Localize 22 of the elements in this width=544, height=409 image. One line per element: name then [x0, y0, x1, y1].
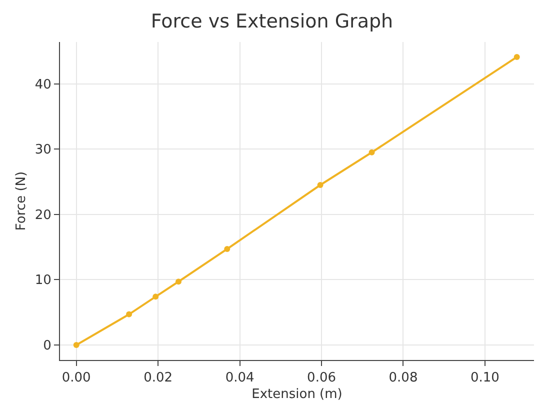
- point: [126, 311, 132, 318]
- point: [224, 246, 230, 252]
- y-tick-label: 10: [34, 273, 52, 288]
- point: [368, 149, 375, 156]
- x-tick-label: 0.06: [307, 370, 336, 386]
- point: [176, 278, 182, 285]
- y-tick-label: 20: [34, 208, 52, 223]
- y-axis-title: Force (N): [14, 171, 29, 231]
- x-tick-label: 0.02: [144, 370, 173, 386]
- point: [317, 182, 324, 188]
- x-tick-label: 0.00: [62, 370, 91, 386]
- y-tick-label: 30: [34, 142, 52, 158]
- x-axis-title: Extension (m): [252, 387, 342, 402]
- point: [152, 294, 159, 300]
- x-tick-label: 0.04: [225, 370, 254, 386]
- chart-title: Force vs Extension Graph: [150, 10, 394, 33]
- x-tick-label: 0.10: [470, 370, 500, 386]
- point: [514, 54, 520, 60]
- y-tick-label: 0: [43, 338, 52, 354]
- point: [73, 342, 80, 348]
- x-tick-label: 0.08: [388, 370, 418, 386]
- y-tick-label: 40: [34, 77, 52, 92]
